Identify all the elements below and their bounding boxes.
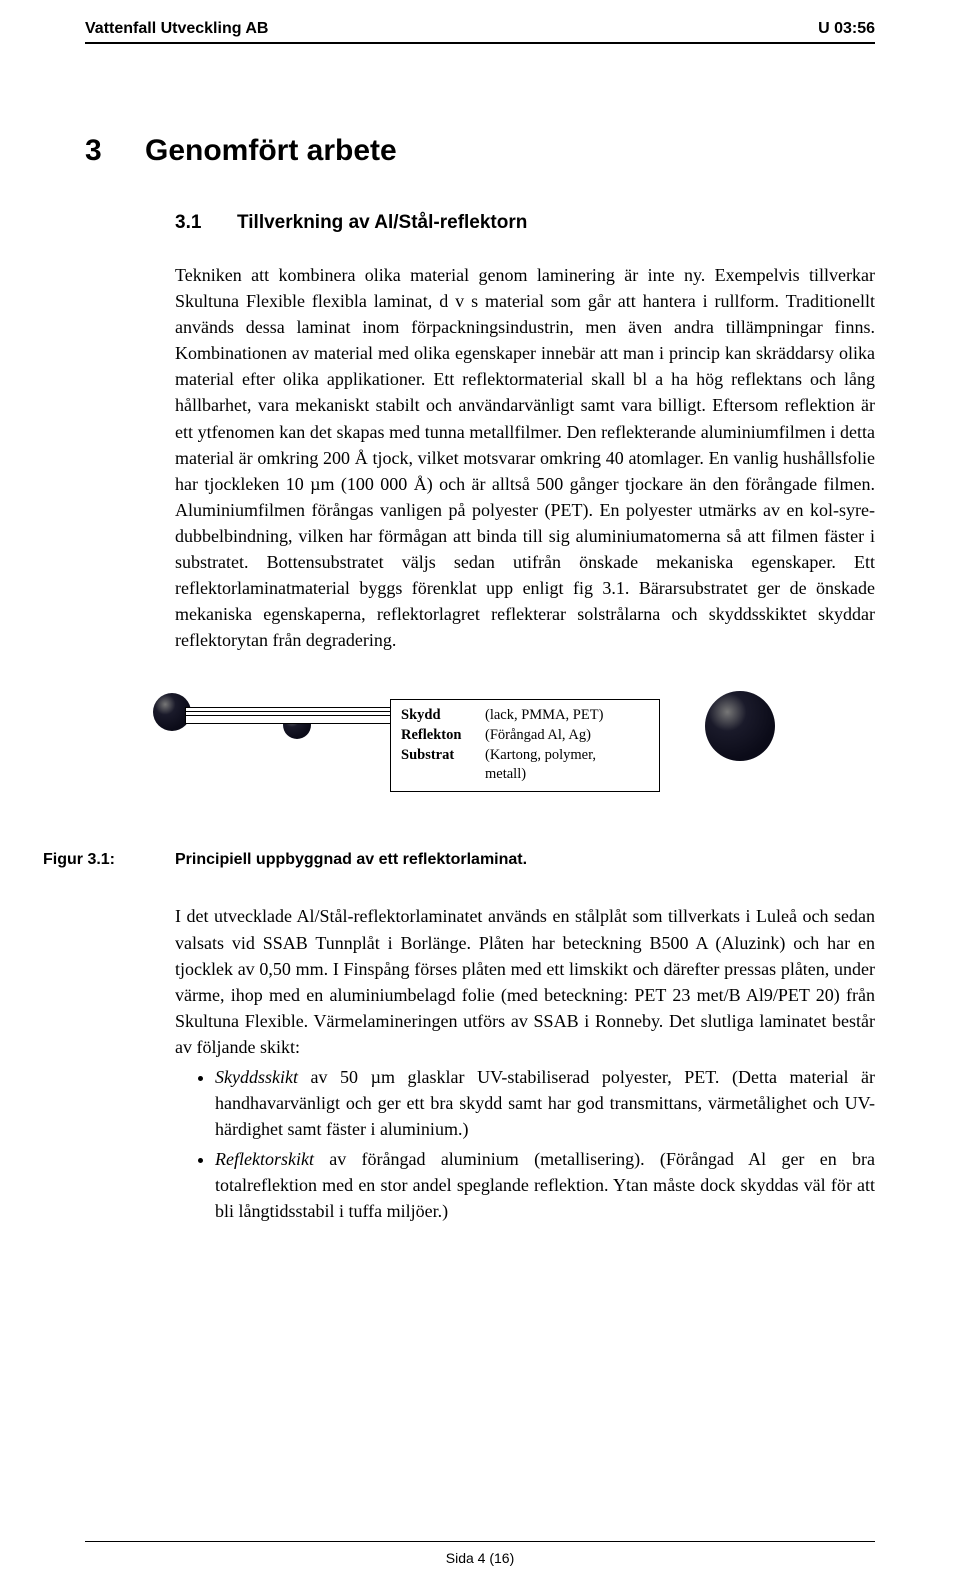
bullet-text: av förångad aluminium (metallisering). (…	[215, 1149, 875, 1221]
legend-value: metall)	[485, 765, 649, 785]
header-left: Vattenfall Utveckling AB	[85, 20, 268, 38]
section-title: Genomfört arbete	[145, 134, 397, 167]
list-item: Skyddsskikt av 50 µm glasklar UV-stabili…	[215, 1064, 875, 1142]
body-paragraph-1: Tekniken att kombinera olika material ge…	[175, 262, 875, 653]
para1-text: Tekniken att kombinera olika material ge…	[175, 262, 875, 653]
footer-rule	[85, 1541, 875, 1542]
figure-caption: Figur 3.1: Principiell uppbyggnad av ett…	[85, 851, 875, 869]
figure-legend: Skydd (lack, PMMA, PET) Reflekton (Förån…	[390, 699, 660, 791]
page-footer: Sida 4 (16)	[0, 1550, 960, 1566]
page-header: Vattenfall Utveckling AB U 03:56	[85, 20, 875, 38]
section-heading: 3Genomfört arbete	[85, 134, 875, 168]
legend-key: Reflekton	[401, 726, 485, 746]
body-paragraph-2: I det utvecklade Al/Stål-reflektorlamina…	[175, 903, 875, 1224]
figure-3-1: Skydd (lack, PMMA, PET) Reflekton (Förån…	[175, 687, 875, 817]
subsection-heading: 3.1 Tillverkning av Al/Stål-reflektorn	[175, 212, 875, 234]
figure-ball	[705, 691, 775, 761]
bullet-emphasis: Skyddsskikt	[215, 1067, 298, 1087]
bullet-emphasis: Reflektorskikt	[215, 1149, 314, 1169]
caption-text: Principiell uppbyggnad av ett reflektorl…	[175, 851, 527, 869]
legend-value: (Kartong, polymer,	[485, 746, 596, 766]
subsection-title: Tillverkning av Al/Stål-reflektorn	[237, 212, 527, 234]
header-right: U 03:56	[818, 20, 875, 38]
subsection-number: 3.1	[175, 212, 237, 234]
bullet-text: av 50 µm glasklar UV-stabiliserad polyes…	[215, 1067, 875, 1139]
legend-value: (lack, PMMA, PET)	[485, 706, 603, 726]
legend-value: (Förångad Al, Ag)	[485, 726, 591, 746]
bullet-list: Skyddsskikt av 50 µm glasklar UV-stabili…	[175, 1064, 875, 1225]
para2-text: I det utvecklade Al/Stål-reflektorlamina…	[175, 903, 875, 1060]
legend-key: Substrat	[401, 746, 485, 766]
header-rule	[85, 42, 875, 44]
list-item: Reflektorskikt av förångad aluminium (me…	[215, 1146, 875, 1224]
legend-key: Skydd	[401, 706, 485, 726]
caption-label: Figur 3.1:	[43, 851, 175, 869]
section-number: 3	[85, 134, 145, 168]
